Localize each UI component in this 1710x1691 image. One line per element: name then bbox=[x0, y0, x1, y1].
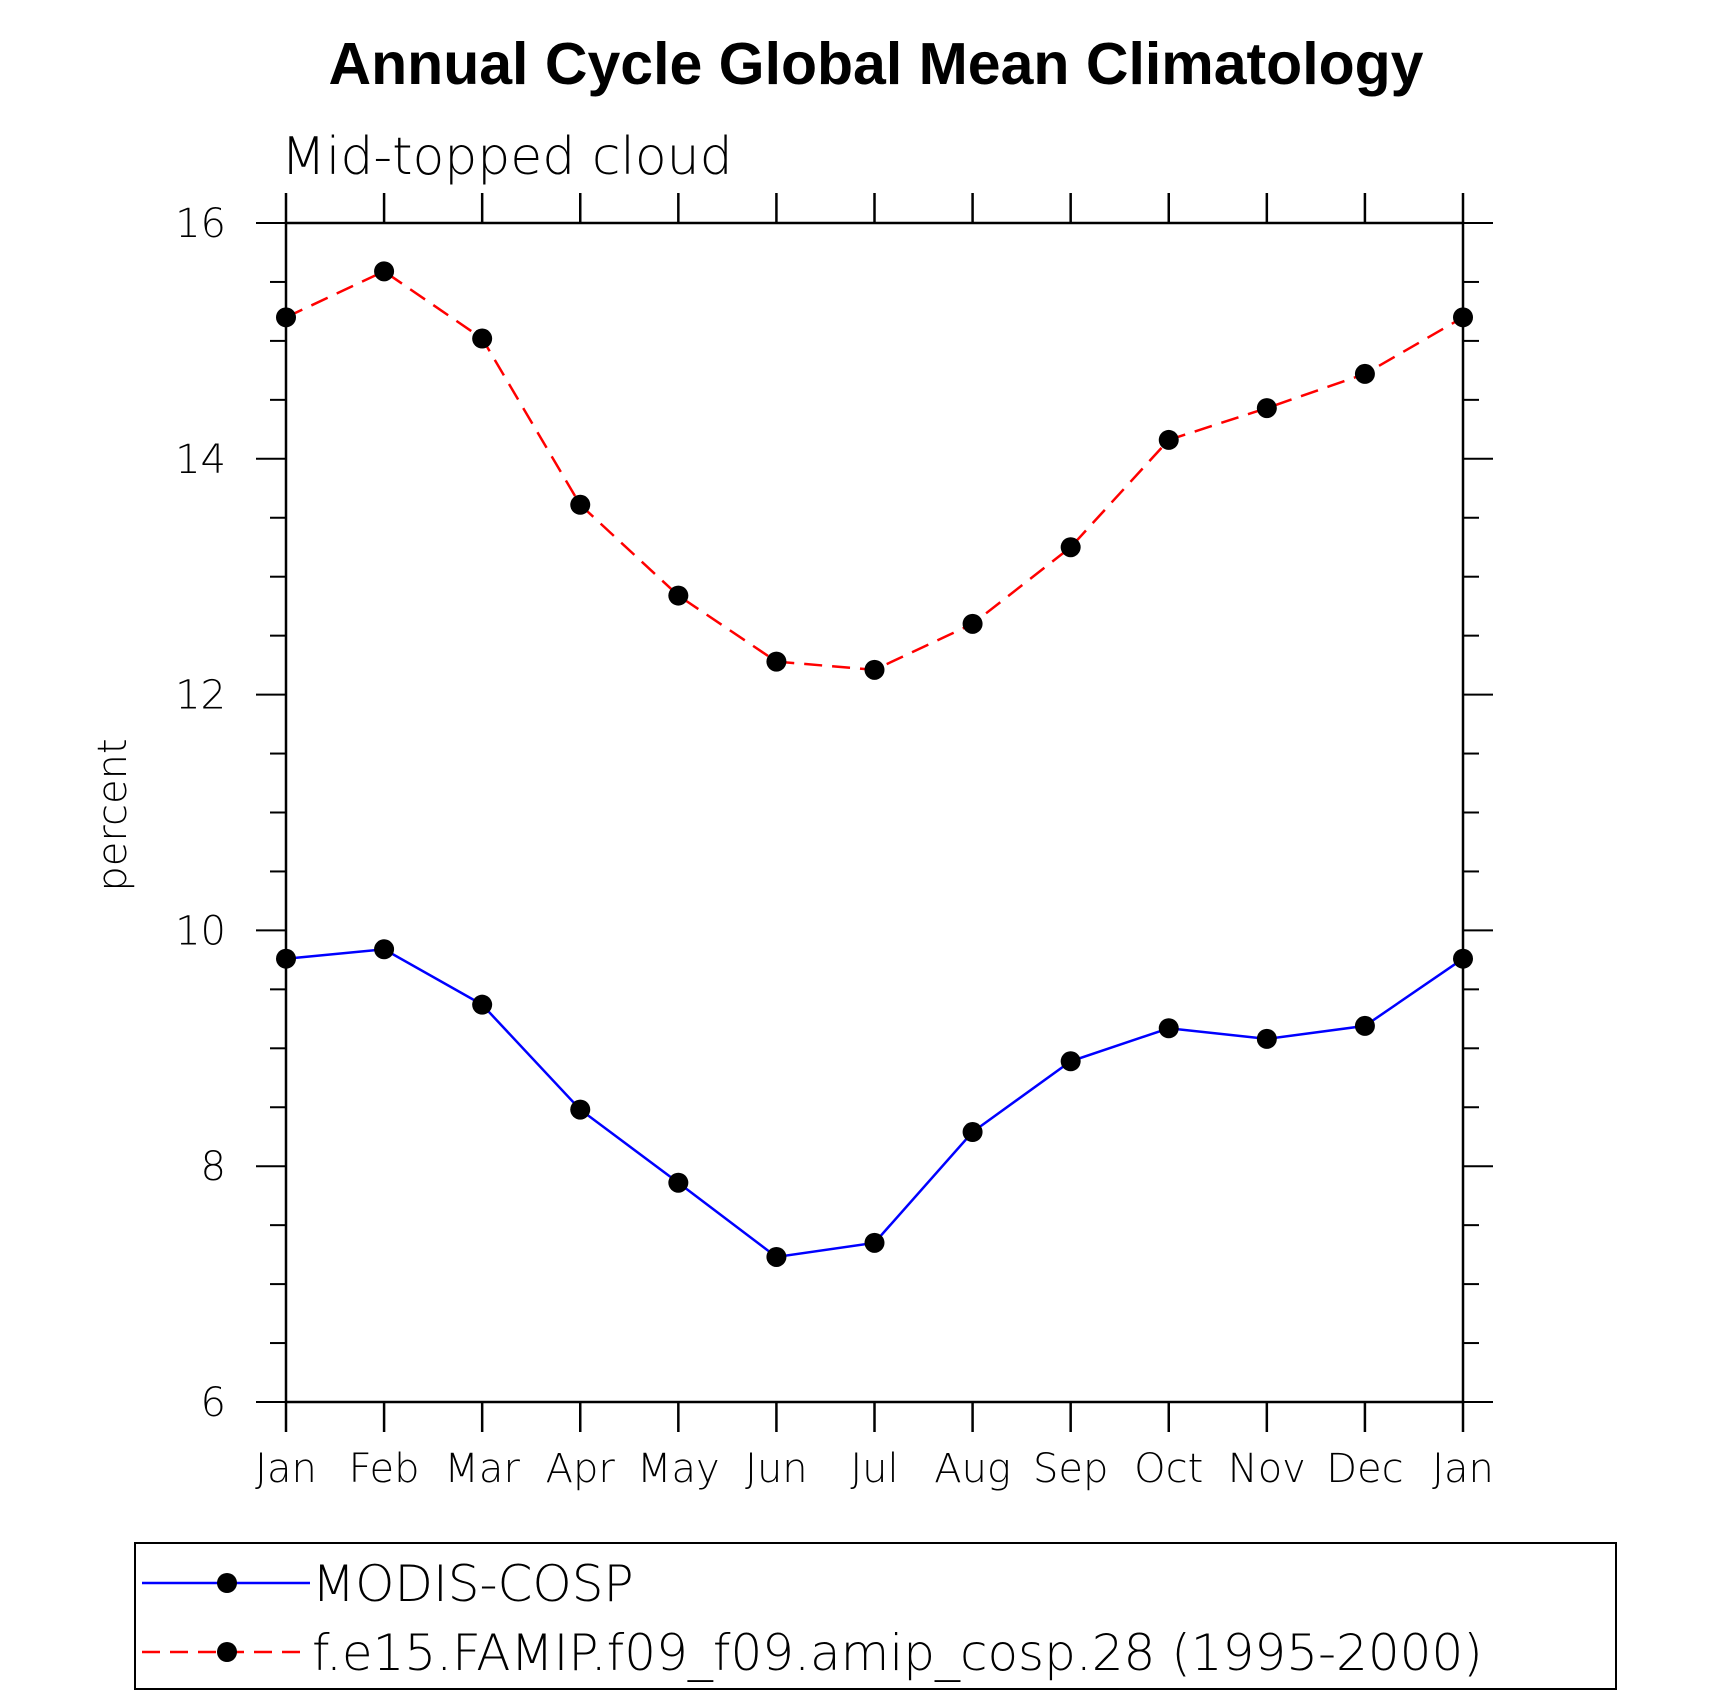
data-point bbox=[864, 659, 885, 680]
plot-frame bbox=[284, 221, 1465, 1404]
data-point bbox=[1354, 1015, 1375, 1036]
x-tick-label: Jul bbox=[850, 1446, 898, 1492]
y-tick-label: 8 bbox=[201, 1144, 226, 1190]
y-tick-labels: 6 8 10 12 14 16 bbox=[175, 201, 226, 1426]
x-tick-label: Jan bbox=[1432, 1446, 1494, 1492]
x-tick-label: Sep bbox=[1033, 1446, 1108, 1492]
legend-box bbox=[134, 1542, 1617, 1690]
data-point bbox=[472, 328, 493, 349]
data-point bbox=[276, 948, 296, 969]
data-point bbox=[1453, 307, 1473, 328]
x-tick-label: Dec bbox=[1326, 1446, 1403, 1492]
data-point bbox=[570, 1099, 591, 1120]
data-point bbox=[1158, 1018, 1179, 1039]
legend-label-modis-cosp: MODIS-COSP bbox=[312, 1555, 634, 1613]
x-tick-label: Feb bbox=[349, 1446, 420, 1492]
y-tick-label: 6 bbox=[201, 1380, 226, 1426]
chart-title: Annual Cycle Global Mean Climatology bbox=[329, 31, 1424, 97]
y-tick-label: 16 bbox=[175, 201, 226, 247]
x-tick-label: Apr bbox=[546, 1446, 616, 1492]
data-point bbox=[276, 307, 296, 328]
legend-marker-model bbox=[217, 1642, 237, 1662]
data-point bbox=[766, 651, 787, 672]
data-point bbox=[1256, 398, 1277, 419]
x-tick-labels: Jan Feb Mar Apr May Jun Jul Aug Sep Oct Nov Dec Jan bbox=[255, 1446, 1494, 1492]
legend-marker-modis-cosp bbox=[217, 1573, 237, 1593]
data-point bbox=[1354, 363, 1375, 384]
data-point bbox=[570, 494, 591, 515]
legend-label-model: f.e15.FAMIP.f09_f09.amip_cosp.28 (1995-2… bbox=[312, 1624, 1483, 1682]
axes bbox=[256, 193, 1493, 1432]
series-line-0 bbox=[285, 947, 1464, 1259]
y-tick-label: 10 bbox=[175, 908, 226, 954]
x-tick-label: May bbox=[637, 1446, 720, 1492]
data-point bbox=[668, 1172, 689, 1193]
y-axis-label: percent bbox=[90, 738, 136, 891]
y-tick-label: 14 bbox=[175, 437, 226, 483]
data-point bbox=[1060, 537, 1081, 558]
series-layer bbox=[276, 261, 1473, 1267]
data-point bbox=[864, 1232, 885, 1253]
x-tick-label: Nov bbox=[1228, 1446, 1306, 1492]
x-tick-label: Mar bbox=[444, 1446, 520, 1492]
data-point bbox=[374, 261, 395, 282]
legend: MODIS-COSP f.e15.FAMIP.f09_f09.amip_cosp… bbox=[134, 1542, 1617, 1690]
data-point bbox=[962, 613, 983, 634]
data-point bbox=[1158, 429, 1179, 450]
data-point bbox=[668, 585, 689, 606]
data-point bbox=[1453, 948, 1473, 969]
x-tick-label: Aug bbox=[934, 1446, 1011, 1492]
data-point bbox=[766, 1246, 787, 1267]
x-tick-label: Jun bbox=[745, 1446, 808, 1492]
series-line-1 bbox=[285, 269, 1464, 672]
data-point bbox=[1256, 1028, 1277, 1049]
data-point bbox=[1060, 1051, 1081, 1072]
x-tick-label: Jan bbox=[255, 1446, 317, 1492]
data-point bbox=[962, 1122, 983, 1143]
y-tick-label: 12 bbox=[175, 673, 226, 719]
data-point bbox=[472, 994, 493, 1015]
chart-subtitle: Mid-topped cloud bbox=[281, 127, 733, 187]
x-tick-label: Oct bbox=[1134, 1446, 1203, 1492]
data-point bbox=[374, 939, 395, 960]
